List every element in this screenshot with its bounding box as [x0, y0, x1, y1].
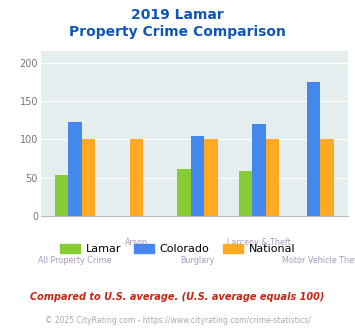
- Bar: [252, 124, 266, 216]
- Bar: [55, 176, 68, 216]
- Text: Compared to U.S. average. (U.S. average equals 100): Compared to U.S. average. (U.S. average …: [30, 292, 325, 302]
- Bar: [321, 139, 334, 216]
- Text: © 2025 CityRating.com - https://www.cityrating.com/crime-statistics/: © 2025 CityRating.com - https://www.city…: [45, 316, 310, 325]
- Text: Arson: Arson: [125, 238, 148, 247]
- Bar: [130, 139, 143, 216]
- Text: Burglary: Burglary: [181, 256, 215, 265]
- Text: Larceny & Theft: Larceny & Theft: [227, 238, 291, 247]
- Bar: [239, 171, 252, 216]
- Text: All Property Crime: All Property Crime: [38, 256, 112, 265]
- Bar: [266, 139, 279, 216]
- Bar: [191, 136, 204, 216]
- Bar: [204, 139, 218, 216]
- Bar: [82, 139, 95, 216]
- Text: Property Crime Comparison: Property Crime Comparison: [69, 25, 286, 39]
- Text: Motor Vehicle Theft: Motor Vehicle Theft: [282, 256, 355, 265]
- Bar: [307, 82, 321, 216]
- Legend: Lamar, Colorado, National: Lamar, Colorado, National: [55, 239, 300, 258]
- Text: 2019 Lamar: 2019 Lamar: [131, 8, 224, 22]
- Bar: [178, 169, 191, 216]
- Bar: [68, 122, 82, 216]
